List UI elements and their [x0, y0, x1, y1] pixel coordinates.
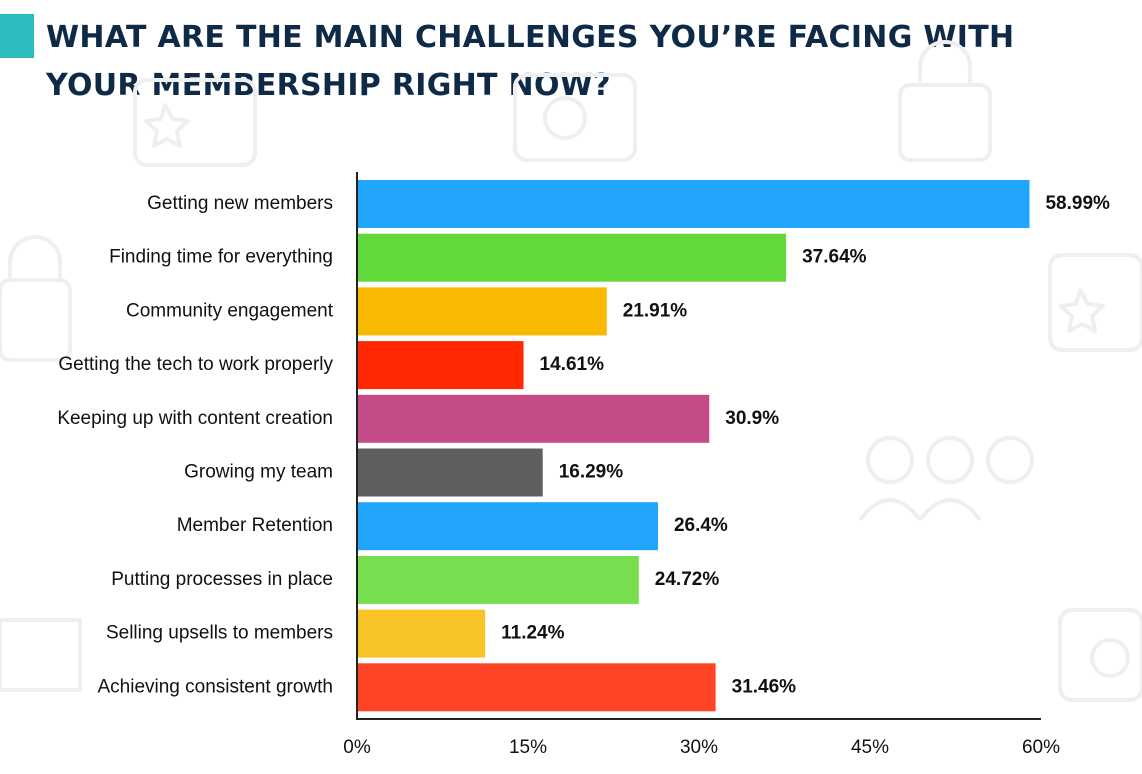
bar-10 — [357, 663, 716, 712]
value-label: 30.9% — [725, 408, 779, 429]
value-label: 21.91% — [623, 300, 688, 321]
value-label: 26.4% — [674, 515, 728, 536]
bar-6 — [357, 448, 543, 497]
category-label: Achieving consistent growth — [97, 676, 333, 697]
title-accent-bar — [0, 14, 34, 58]
category-labels-layer: Getting new members Finding time for ever… — [57, 193, 333, 697]
value-label: 37.64% — [802, 247, 867, 268]
value-label: 11.24% — [501, 623, 564, 644]
value-label: 58.99% — [1045, 193, 1110, 214]
category-label: Keeping up with content creation — [57, 408, 333, 429]
x-tick-label: 0% — [343, 737, 371, 758]
bar-3 — [357, 287, 607, 336]
x-tick-label: 60% — [1022, 737, 1060, 758]
axes — [356, 172, 1041, 720]
bar-7 — [357, 502, 658, 551]
value-labels-layer: 58.99% 37.64% 21.91% 14.61% 30.9% 16.29% 26.4%… — [501, 193, 1110, 697]
value-label: 14.61% — [540, 354, 605, 375]
category-label: Community engagement — [126, 300, 334, 321]
x-tick-label: 30% — [680, 737, 718, 758]
x-tick-label: 45% — [851, 737, 889, 758]
bar-1 — [357, 180, 1030, 228]
value-label: 16.29% — [559, 462, 624, 483]
category-label: Selling upsells to members — [106, 623, 333, 644]
category-label: Growing my team — [184, 462, 333, 483]
category-label: Finding time for everything — [109, 247, 333, 268]
bar-9 — [357, 609, 486, 658]
x-tick-labels-layer: 0% 15% 30% 45% 60% — [343, 737, 1060, 758]
value-label: 31.46% — [732, 676, 797, 697]
x-tick-label: 15% — [509, 737, 547, 758]
bars-layer — [357, 180, 1030, 712]
bar-8 — [357, 555, 639, 604]
category-label: Member Retention — [177, 515, 333, 536]
category-label: Putting processes in place — [111, 569, 333, 590]
bar-5 — [357, 394, 710, 443]
value-label: 24.72% — [655, 569, 720, 590]
bar-2 — [357, 233, 787, 282]
bar-4 — [357, 341, 524, 390]
category-label: Getting new members — [147, 193, 333, 214]
category-label: Getting the tech to work properly — [58, 354, 333, 375]
